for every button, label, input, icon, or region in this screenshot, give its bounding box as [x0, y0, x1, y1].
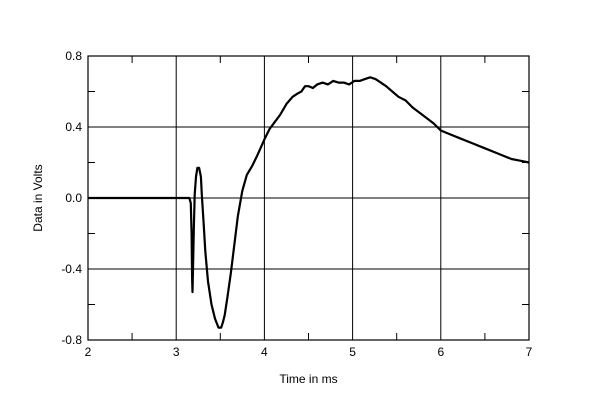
- x-tick-labels: 2 3 4 5 6 7: [85, 345, 533, 359]
- x-tick-label: 2: [85, 345, 92, 359]
- series-line: [88, 76, 530, 329]
- y-tick-label: -0.8: [61, 333, 82, 347]
- y-tick-label: 0.0: [65, 191, 82, 205]
- y-tick-labels: -0.8 -0.4 0.0 0.4 0.8: [61, 49, 82, 347]
- plot-frame: [87, 55, 530, 341]
- x-tick-label: 7: [526, 345, 533, 359]
- y-tick-label: -0.4: [61, 262, 82, 276]
- x-tick-label: 4: [261, 345, 268, 359]
- y-tick-label: 0.4: [65, 120, 82, 134]
- x-tick-label: 6: [437, 345, 444, 359]
- x-tick-label: 3: [173, 345, 180, 359]
- x-axis-label: Time in ms: [279, 372, 337, 386]
- tick-marks: [88, 56, 529, 340]
- y-tick-label: 0.8: [65, 49, 82, 63]
- y-axis-label: Data in Volts: [31, 164, 45, 231]
- x-tick-label: 5: [349, 345, 356, 359]
